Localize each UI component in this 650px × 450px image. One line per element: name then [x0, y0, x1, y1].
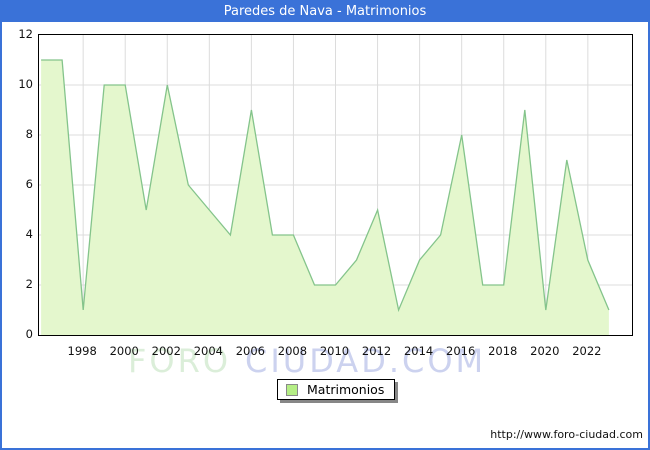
x-tick-label: 2000: [109, 344, 139, 358]
x-tick-label: 2006: [235, 344, 266, 358]
footer-url: http://www.foro-ciudad.com: [490, 428, 643, 441]
area-chart: [39, 35, 632, 335]
x-tick-label: 2016: [446, 344, 476, 358]
x-tick-label: 2002: [151, 344, 181, 358]
y-tick-label: 4: [25, 227, 33, 241]
y-tick-label: 10: [18, 77, 33, 91]
y-tick-label: 2: [25, 277, 33, 291]
x-tick-label: 2018: [488, 344, 518, 358]
y-tick-label: 6: [25, 177, 33, 191]
x-tick-label: 2012: [361, 344, 392, 358]
y-tick-label: 0: [25, 327, 33, 341]
x-tick-label: 2008: [277, 344, 308, 358]
x-tick-label: 2020: [530, 344, 560, 358]
legend: Matrimonios: [277, 379, 396, 400]
x-tick-label: 2010: [319, 344, 350, 358]
y-tick-label: 8: [25, 127, 33, 141]
x-tick-label: 2004: [193, 344, 223, 358]
plot-area: [38, 34, 633, 336]
y-tick-label: 12: [18, 27, 33, 41]
area-series-line: [41, 59, 610, 313]
x-tick-label: 2014: [403, 344, 434, 358]
x-tick-label: 2022: [572, 344, 602, 358]
watermark-foro: FORO: [128, 342, 232, 380]
x-tick-label: 1998: [67, 344, 97, 358]
watermark-ciudad: CIUDAD.COM: [245, 342, 487, 380]
chart-title: Paredes de Nava - Matrimonios: [2, 2, 648, 22]
legend-swatch: [286, 383, 298, 396]
legend-label: Matrimonios: [307, 382, 385, 397]
watermark: FORO CIUDAD.COM: [128, 342, 486, 380]
area-series-fill: [41, 60, 609, 335]
